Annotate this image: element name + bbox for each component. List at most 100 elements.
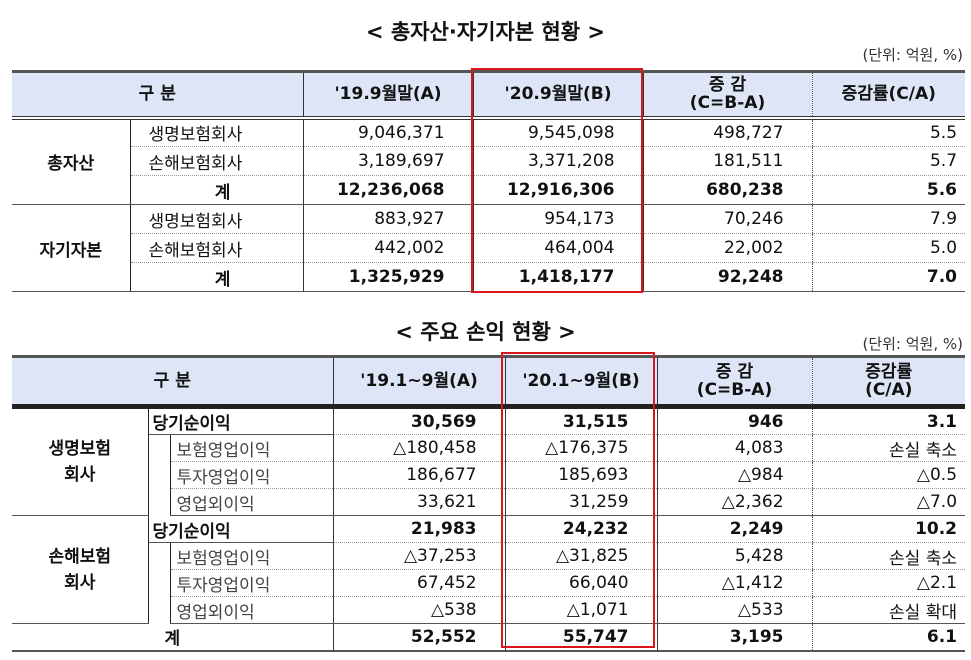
value-b: 185,693 — [504, 461, 658, 489]
table-row: 손해보험회사 442,002 464,004 22,002 5.0 — [12, 233, 966, 263]
table-row: 투자영업이익 67,452 66,040 △1,412 △2.1 — [12, 569, 966, 597]
header-c: 증 감 (C=B-A) — [642, 71, 813, 118]
header-category: 구 분 — [12, 356, 334, 407]
value-c: 70,246 — [642, 204, 813, 234]
value-a: 1,325,929 — [302, 262, 474, 292]
value-c: △2,362 — [656, 488, 813, 516]
value-b: 1,418,177 — [472, 262, 644, 292]
table-row: 계 1,325,929 1,418,177 92,248 7.0 — [12, 262, 966, 292]
table2-title: < 주요 손익 현황 > — [395, 320, 576, 344]
total-row: 계 52,552 55,747 3,195 6.1 — [12, 623, 966, 651]
value-rate: △2.1 — [811, 569, 966, 597]
table-row: 보험영업이익 △180,458 △176,375 4,083 손실 축소 — [12, 434, 966, 462]
value-c: 498,727 — [642, 117, 813, 147]
value-b: 9,545,098 — [472, 117, 644, 147]
value-c: 22,002 — [642, 233, 813, 263]
header-c: 증 감 (C=B-A) — [656, 356, 813, 407]
value-b: 3,371,208 — [472, 146, 644, 176]
value-rate: 5.7 — [811, 146, 966, 176]
indent-spacer — [148, 570, 170, 597]
value-c: 4,083 — [656, 434, 813, 462]
group-label: 생명보험 회사 — [12, 406, 149, 516]
value-rate: 5.6 — [811, 175, 966, 205]
row-label: 생명보험회사 — [130, 204, 304, 234]
indent-spacer — [148, 435, 170, 462]
value-a: 12,236,068 — [302, 175, 474, 205]
value-a: 67,452 — [332, 569, 506, 597]
header-a: '19.1~9월(A) — [332, 356, 506, 407]
indent-spacer — [148, 543, 170, 570]
value-rate: 손실 축소 — [811, 434, 966, 462]
income-table: 구 분 '19.1~9월(A) '20.1~9월(B) 증 감 (C=B-A) … — [12, 355, 966, 652]
value-b: 12,916,306 — [472, 175, 644, 205]
row-label: 계 — [130, 175, 304, 205]
table-row: 총자산 생명보험회사 9,046,371 9,545,098 498,727 5.5 — [12, 117, 966, 205]
value-b: 66,040 — [504, 569, 658, 597]
header-b: '20.1~9월(B) — [504, 356, 658, 407]
header-category: 구 분 — [12, 71, 304, 118]
row-label: 보험영업이익 — [169, 434, 334, 462]
value-rate: 손실 축소 — [811, 542, 966, 570]
value-a: △180,458 — [332, 434, 506, 462]
header-a: '19.9월말(A) — [302, 71, 474, 118]
value-a: 33,621 — [332, 488, 506, 516]
group-label: 손해보험 회사 — [12, 515, 149, 624]
value-rate: 7.0 — [811, 262, 966, 292]
value-rate: △7.0 — [811, 488, 966, 516]
table-row: 계 12,236,068 12,916,306 680,238 5.6 — [12, 175, 966, 205]
value-rate: 7.9 — [811, 204, 966, 234]
table2-unit: (단위: 억원, %) — [862, 335, 963, 353]
value-a: △538 — [332, 596, 506, 624]
value-c: 2,249 — [656, 515, 813, 543]
value-c: 5,428 — [656, 542, 813, 570]
value-b: 55,747 — [504, 623, 658, 651]
value-rate: 5.5 — [811, 117, 966, 147]
value-b: 954,173 — [472, 204, 644, 234]
value-b: 24,232 — [504, 515, 658, 543]
row-label: 손해보험회사 — [130, 146, 304, 176]
table-row: 영업외이익 △538 △1,071 △533 손실 확대 — [12, 596, 966, 624]
value-a: 30,569 — [332, 406, 506, 435]
table-row: 손해보험회사 3,189,697 3,371,208 181,511 5.7 — [12, 146, 966, 176]
value-b: △176,375 — [504, 434, 658, 462]
table1-title: < 총자산·자기자본 현황 > — [366, 20, 605, 44]
row-label: 계 — [164, 629, 181, 650]
value-a: 52,552 — [332, 623, 506, 651]
value-a: 442,002 — [302, 233, 474, 263]
value-a: △37,253 — [332, 542, 506, 570]
value-rate: 5.0 — [811, 233, 966, 263]
value-b: 31,515 — [504, 406, 658, 435]
row-label: 영업외이익 — [169, 488, 334, 516]
row-label: 당기순이익 — [148, 515, 334, 543]
value-c: 92,248 — [642, 262, 813, 292]
table-row: 자기자본 생명보험회사 883,927 954,173 70,246 7.9 — [12, 204, 966, 292]
value-c: △984 — [656, 461, 813, 489]
value-a: 186,677 — [332, 461, 506, 489]
table-row: 영업외이익 33,621 31,259 △2,362 △7.0 — [12, 488, 966, 516]
value-c: △1,412 — [656, 569, 813, 597]
value-b: 464,004 — [472, 233, 644, 263]
row-label: 보험영업이익 — [169, 542, 334, 570]
value-a: 883,927 — [302, 204, 474, 234]
group-label: 총자산 — [12, 117, 131, 205]
row-label: 투자영업이익 — [169, 461, 334, 489]
table1-unit: (단위: 억원, %) — [862, 46, 963, 64]
value-c: 680,238 — [642, 175, 813, 205]
value-c: 946 — [656, 406, 813, 435]
value-b: 31,259 — [504, 488, 658, 516]
row-label: 생명보험회사 — [130, 117, 304, 147]
total-assets-equity-table: 구 분 '19.9월말(A) '20.9월말(B) 증 감 (C=B-A) 증감… — [12, 70, 966, 292]
group-label: 자기자본 — [12, 204, 131, 292]
table-row: 보험영업이익 △37,253 △31,825 5,428 손실 축소 — [12, 542, 966, 570]
row-label: 당기순이익 — [148, 406, 334, 435]
table-row: 생명보험 회사 당기순이익 30,569 31,515 946 3.1 — [12, 406, 966, 516]
value-a: 3,189,697 — [302, 146, 474, 176]
value-rate: △0.5 — [811, 461, 966, 489]
indent-spacer — [148, 462, 170, 489]
row-label: 손해보험회사 — [130, 233, 304, 263]
value-b: △1,071 — [504, 596, 658, 624]
header-rate: 증감률(C/A) — [811, 71, 966, 118]
value-c: △533 — [656, 596, 813, 624]
header-rate: 증감률 (C/A) — [811, 356, 966, 407]
row-label: 투자영업이익 — [169, 569, 334, 597]
